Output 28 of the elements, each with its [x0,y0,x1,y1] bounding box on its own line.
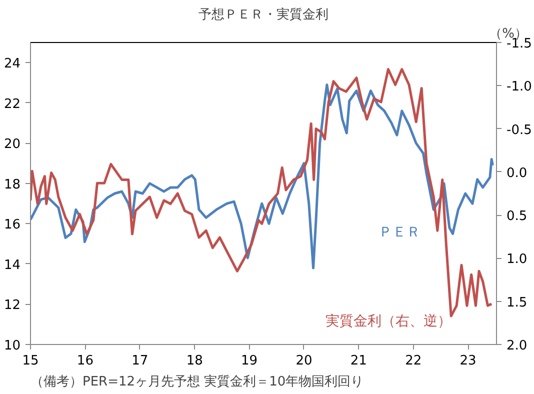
chart-title: 予想ＰＥＲ・実質金利 [198,6,328,22]
y-tick-label: 10 [4,338,21,354]
x-tick-label: 21 [350,354,367,368]
y2-tick-label: 1.0 [506,252,528,268]
series-label: ＰＥＲ [378,224,420,241]
y-tick-label: 22 [4,96,21,112]
y-tick-label: 20 [4,137,21,152]
text: （備考）PER=12ヶ月先予想 実質金利＝10年物国利回り [30,374,364,390]
y-tick-label: 18 [4,177,21,192]
y2-tick-label: -1.0 [506,80,532,95]
x-tick-label: 19 [241,354,258,368]
x-tick-label: 18 [186,354,203,368]
y2-tick-label: 1.5 [506,295,528,310]
x-tick-label: 16 [76,354,94,368]
y2-tick-label: 0.0 [506,166,528,181]
y-tick-label: 16 [4,218,21,233]
series-label: 実質金利（右、逆） [325,314,452,330]
y2-tick-label: 0.5 [506,209,528,224]
y2-tick-label: 2.0 [506,338,528,354]
y-tick-label: 24 [4,56,21,72]
y-tick-label: 14 [4,258,21,273]
y2-tick-label: -0.5 [506,122,532,138]
x-tick-label: 22 [405,354,422,368]
x-tick-label: 15 [22,354,39,368]
x-tick-label: 23 [460,354,476,368]
y-tick-label: 12 [4,298,21,314]
x-tick-label: 17 [132,354,148,368]
x-tick-label: 20 [296,354,312,368]
